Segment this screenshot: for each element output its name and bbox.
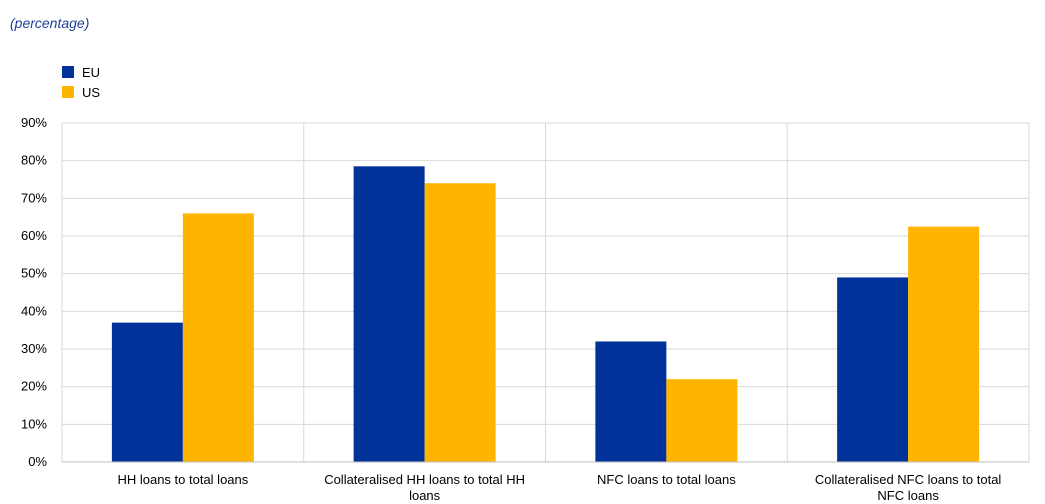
y-tick-label: 80% — [21, 153, 47, 168]
bar-eu — [111, 322, 183, 462]
x-category-label: Collateralised HH loans to total HH — [324, 472, 525, 487]
legend-label-us: US — [82, 84, 101, 100]
y-tick-label: 10% — [21, 416, 47, 431]
legend-item-us: US — [62, 82, 100, 102]
legend-swatch-eu — [62, 66, 74, 78]
y-tick-label: 70% — [21, 190, 47, 205]
y-tick-label: 30% — [21, 341, 47, 356]
legend-item-eu: EU — [62, 62, 100, 82]
y-tick-label: 50% — [21, 266, 47, 281]
bar-us — [182, 213, 254, 462]
y-tick-label: 60% — [21, 228, 47, 243]
y-tick-label: 0% — [28, 454, 47, 469]
bar-us — [666, 379, 738, 462]
bar-us — [424, 183, 496, 462]
legend-swatch-us — [62, 86, 74, 98]
y-tick-label: 20% — [21, 379, 47, 394]
x-category-label: Collateralised NFC loans to total — [815, 472, 1002, 487]
y-tick-label: 90% — [21, 115, 47, 130]
x-category-label: loans — [409, 488, 441, 503]
chart-subtitle: (percentage) — [10, 15, 90, 31]
y-tick-label: 40% — [21, 303, 47, 318]
bar-eu — [353, 166, 425, 463]
bar-us — [908, 226, 980, 462]
bar-eu — [837, 277, 909, 462]
bar-eu — [595, 341, 667, 462]
x-category-label: NFC loans — [877, 488, 939, 503]
legend: EU US — [62, 62, 100, 102]
x-category-label: NFC loans to total loans — [597, 472, 736, 487]
legend-label-eu: EU — [82, 64, 101, 80]
x-category-label: HH loans to total loans — [117, 472, 248, 487]
